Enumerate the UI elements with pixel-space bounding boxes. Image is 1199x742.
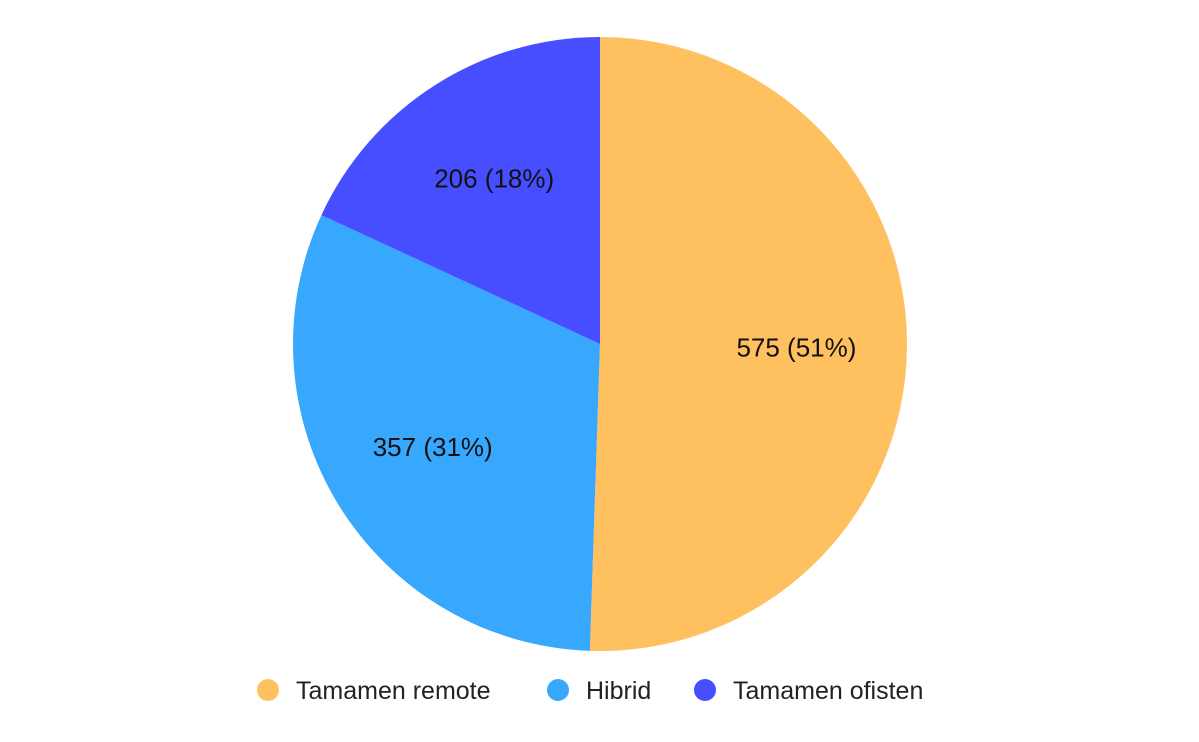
pie-slices [293,37,908,651]
legend-item[interactable]: Tamamen remote [257,677,491,705]
legend-swatch-icon [547,679,569,701]
legend-item[interactable]: Hibrid [547,677,651,705]
legend-label: Tamamen ofisten [733,677,923,705]
pie-slice-1[interactable] [589,37,908,651]
data-label: 575 (51%) [736,332,856,362]
pie-slice-2[interactable] [293,215,600,651]
data-labels: 575 (51%) 357 (31%) 206 (18%) [373,163,857,462]
legend-swatch-icon [694,679,716,701]
pie-slice-3[interactable] [321,37,600,344]
data-label: 357 (31%) [373,432,493,462]
legend-swatch-icon [257,679,279,701]
data-label: 206 (18%) [434,163,554,193]
legend-label: Hibrid [586,677,651,705]
legend: Tamamen remote Hibrid Tamamen ofisten [257,677,923,705]
legend-label: Tamamen remote [296,677,491,705]
legend-item[interactable]: Tamamen ofisten [694,677,923,705]
